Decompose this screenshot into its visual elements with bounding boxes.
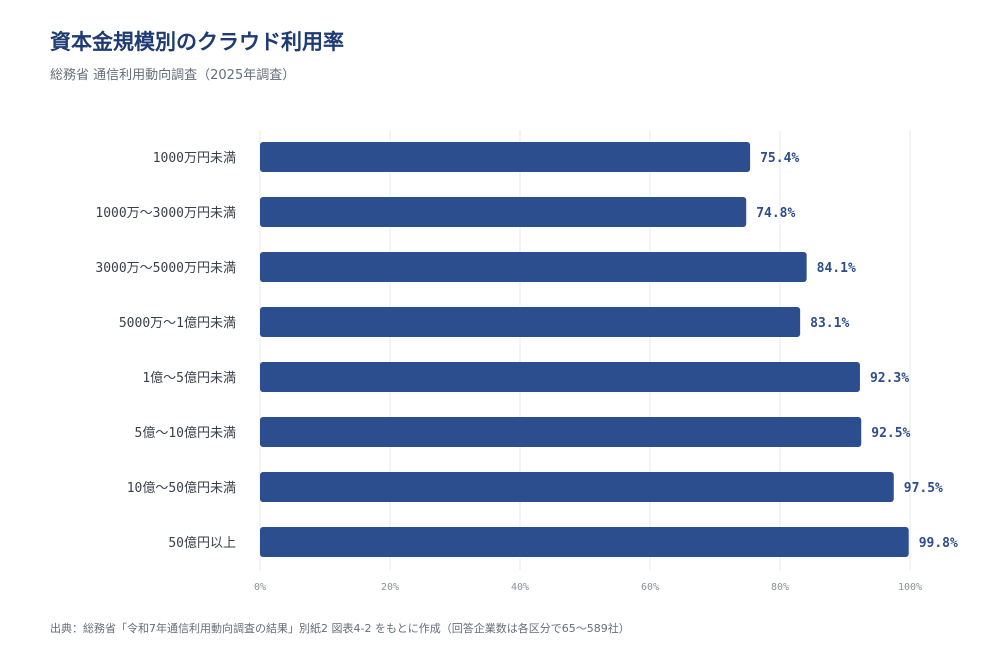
bar bbox=[260, 252, 807, 282]
category-label: 5000万〜1億円未満 bbox=[119, 315, 236, 331]
x-tick-label: 80% bbox=[771, 582, 789, 593]
category-label: 1000万〜3000万円未満 bbox=[95, 206, 236, 221]
value-label: 83.1% bbox=[810, 316, 849, 331]
source-note: 出典：総務省「令和7年通信利用動向調査の結果」別紙2 図表4-2 をもとに作成（… bbox=[50, 622, 630, 635]
category-label: 5億〜10億円未満 bbox=[135, 425, 236, 441]
bar bbox=[260, 142, 751, 172]
chart-title: 資本金規模別のクラウド利用率 bbox=[50, 30, 344, 54]
category-label: 50億円以上 bbox=[168, 535, 236, 551]
value-label: 92.3% bbox=[870, 371, 909, 386]
bar bbox=[260, 472, 894, 502]
bar bbox=[260, 362, 860, 392]
value-label: 84.1% bbox=[817, 261, 856, 276]
x-tick-label: 0% bbox=[254, 582, 266, 593]
category-labels: 1000万円未満 1000万〜3000万円未満 3000万〜5000万円未満 5000… bbox=[95, 151, 236, 551]
chart-subtitle: 総務省 通信利用動向調査（2025年調査） bbox=[50, 68, 296, 83]
bar-chart: 1000万円未満 1000万〜3000万円未満 3000万〜5000万円未満 5000… bbox=[95, 130, 958, 593]
value-label: 74.8% bbox=[756, 206, 795, 221]
bar bbox=[260, 417, 862, 447]
value-labels: 75.4% 74.8% 84.1% 83.1% 92.3% 92.5% 97.5% 99.8% bbox=[756, 151, 958, 551]
category-label: 1000万円未満 bbox=[153, 151, 236, 166]
x-axis-ticks: 0% 20% 40% 60% 80% 100% bbox=[254, 582, 922, 593]
value-label: 92.5% bbox=[871, 426, 910, 441]
category-label: 10億〜50億円未満 bbox=[127, 480, 236, 496]
x-tick-label: 60% bbox=[641, 582, 659, 593]
category-label: 3000万〜5000万円未満 bbox=[95, 261, 236, 276]
grid-lines bbox=[259, 130, 911, 570]
value-label: 99.8% bbox=[919, 536, 958, 551]
bars bbox=[260, 142, 909, 557]
x-tick-label: 20% bbox=[381, 582, 399, 593]
value-label: 97.5% bbox=[904, 481, 943, 496]
x-tick-label: 100% bbox=[898, 582, 922, 593]
x-tick-label: 40% bbox=[511, 582, 529, 593]
category-label: 1億〜5億円未満 bbox=[142, 370, 236, 386]
bar bbox=[260, 527, 909, 557]
value-label: 75.4% bbox=[760, 151, 799, 166]
bar bbox=[260, 197, 747, 227]
bar bbox=[260, 307, 801, 337]
